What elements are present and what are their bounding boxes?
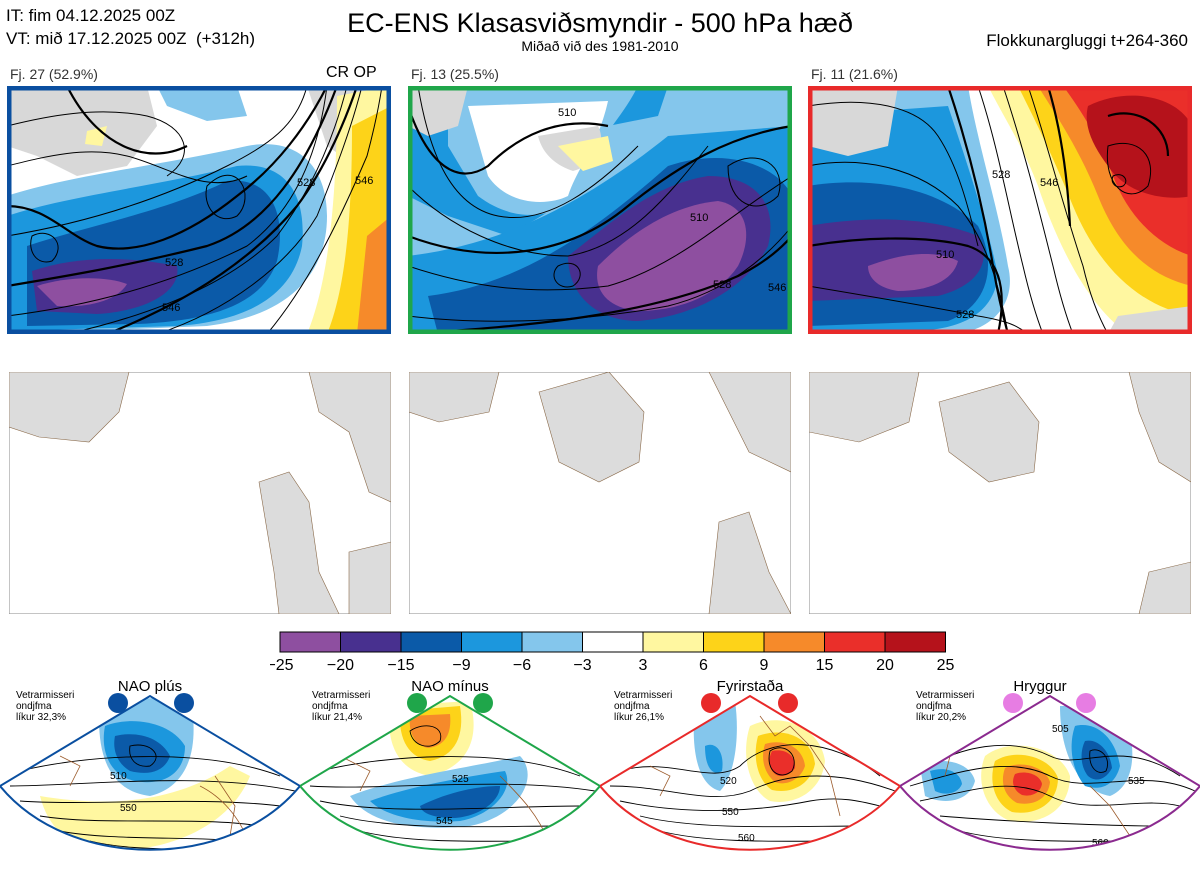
colorbar-tick-label: 20 bbox=[876, 657, 894, 674]
page-title: EC-ENS Klasasviðsmyndir - 500 hPa hæð bbox=[347, 8, 853, 38]
cluster-1-map: 528 546 528 546 bbox=[7, 86, 391, 334]
colorbar-tick-label: −20 bbox=[327, 657, 354, 674]
colorbar-tick-label: −15 bbox=[387, 657, 414, 674]
colorbar-swatch bbox=[521, 631, 583, 653]
colorbar-tick-label: 6 bbox=[699, 657, 708, 674]
regime-nao-minus-frame bbox=[300, 694, 600, 851]
regime-nao-minus-map: 525 545 565 bbox=[300, 693, 600, 862]
page-subtitle: Miðað við des 1981-2010 bbox=[521, 38, 679, 54]
contour-label: 535 bbox=[1128, 776, 1145, 787]
colorbar-swatch bbox=[884, 631, 946, 653]
contour-label: 550 bbox=[120, 803, 137, 814]
regime-nao-minus-title: NAO mínus bbox=[411, 678, 489, 695]
colorbar-swatch bbox=[279, 631, 341, 653]
contour-label: 510 bbox=[690, 212, 708, 224]
colorbar-tick-label: 9 bbox=[760, 657, 769, 674]
contour-label: 550 bbox=[722, 807, 739, 818]
cluster-2-map: 510 510 528 546 bbox=[408, 86, 792, 334]
colorbar-swatch bbox=[703, 631, 765, 653]
regime-nao-plus-note: Vetrarmisseri ondjfma líkur 32,3% bbox=[16, 690, 75, 723]
regime-blocking-dot bbox=[701, 693, 721, 713]
contour-label: 510 bbox=[110, 771, 127, 782]
empty-map-2 bbox=[409, 372, 791, 614]
regime-ridge-title: Hryggur bbox=[1013, 678, 1067, 695]
colorbar: −25 −20 −15 −9 −6 −3 3 6 9 15 20 25 bbox=[270, 631, 955, 674]
colorbar-tick-label: −25 bbox=[270, 657, 294, 674]
colorbar-swatch bbox=[582, 631, 644, 653]
regime-nao-plus-dot bbox=[174, 693, 194, 713]
cluster-3-border bbox=[808, 86, 1192, 334]
contour-label: 510 bbox=[936, 249, 954, 261]
colorbar-tick-label: 25 bbox=[937, 657, 955, 674]
cluster-3-label: Fj. 11 (21.6%) bbox=[811, 66, 898, 82]
regime-ridge-note: Vetrarmisseri ondjfma líkur 20,2% bbox=[916, 690, 975, 723]
regime-ridge-dot bbox=[1076, 693, 1096, 713]
contour-label: 546 bbox=[768, 282, 786, 294]
cluster-2-label: Fj. 13 (25.5%) bbox=[411, 66, 499, 82]
contour-label: 520 bbox=[720, 776, 737, 787]
colorbar-tick-label: 15 bbox=[816, 657, 834, 674]
contour-label: 546 bbox=[1040, 177, 1058, 189]
regime-blocking-frame bbox=[600, 694, 900, 851]
header-times: IT: fim 04.12.2025 00Z VT: mið 17.12.202… bbox=[6, 4, 255, 50]
regime-ridge-frame bbox=[900, 694, 1200, 851]
regime-nao-minus-note: Vetrarmisseri ondjfma líkur 21,4% bbox=[312, 690, 371, 723]
cluster-3-map: 510 528 546 528 bbox=[808, 86, 1192, 334]
regime-nao-plus-dot bbox=[108, 693, 128, 713]
contour-label: 528 bbox=[956, 309, 974, 321]
colorbar-tick-label: 3 bbox=[639, 657, 648, 674]
colorbar-swatch bbox=[642, 631, 704, 653]
contour-label: 546 bbox=[355, 175, 373, 187]
contour-label: 546 bbox=[162, 302, 180, 314]
colorbar-swatch bbox=[400, 631, 462, 653]
initial-time: IT: fim 04.12.2025 00Z bbox=[6, 6, 176, 25]
contour-label: 528 bbox=[297, 177, 315, 189]
colorbar-tick-label: −9 bbox=[452, 657, 470, 674]
cluster-2-border bbox=[408, 86, 792, 334]
regime-blocking-map: 520 550 560 bbox=[600, 693, 900, 851]
cluster-1-border bbox=[7, 86, 391, 334]
contour-label: 545 bbox=[436, 816, 453, 827]
contour-label: 565 bbox=[446, 851, 463, 862]
regime-ridge-dot bbox=[1003, 693, 1023, 713]
contour-label: 510 bbox=[558, 107, 576, 119]
regime-row: 510 550 NAO plús Vetrarmisseri ondjfma l… bbox=[0, 676, 1200, 871]
regime-blocking-dot bbox=[778, 693, 798, 713]
contour-label: 505 bbox=[1052, 724, 1069, 735]
cluster-1-label: Fj. 27 (52.9%) bbox=[10, 66, 98, 82]
colorbar-tick-label: −3 bbox=[573, 657, 591, 674]
colorbar-swatch bbox=[461, 631, 523, 653]
contour-label: 528 bbox=[713, 279, 731, 291]
valid-time: VT: mið 17.12.2025 00Z (+312h) bbox=[6, 29, 256, 48]
contour-label: 528 bbox=[992, 169, 1010, 181]
regime-nao-minus-dot bbox=[407, 693, 427, 713]
cluster-1-members: CR OP bbox=[326, 64, 377, 81]
regime-nao-minus-dot bbox=[473, 693, 493, 713]
contour-label: 528 bbox=[165, 257, 183, 269]
clustering-window: Flokkunargluggi t+264-360 bbox=[986, 31, 1188, 50]
regime-blocking-note: Vetrarmisseri ondjfma líkur 26,1% bbox=[614, 690, 673, 723]
colorbar-swatch bbox=[824, 631, 886, 653]
regime-blocking-title: Fyrirstaða bbox=[716, 678, 784, 695]
regime-nao-plus-frame bbox=[0, 694, 300, 851]
contour-label: 525 bbox=[452, 774, 469, 785]
empty-map-1 bbox=[9, 372, 391, 614]
contour-label: 560 bbox=[738, 833, 755, 844]
regime-nao-plus-title: NAO plús bbox=[117, 678, 183, 695]
regime-nao-plus-map: 510 550 bbox=[0, 693, 300, 851]
regime-ridge-map: 505 535 560 bbox=[900, 693, 1200, 851]
colorbar-swatch bbox=[340, 631, 402, 653]
colorbar-tick-label: −6 bbox=[513, 657, 531, 674]
empty-map-3 bbox=[809, 372, 1191, 614]
colorbar-swatch bbox=[763, 631, 825, 653]
